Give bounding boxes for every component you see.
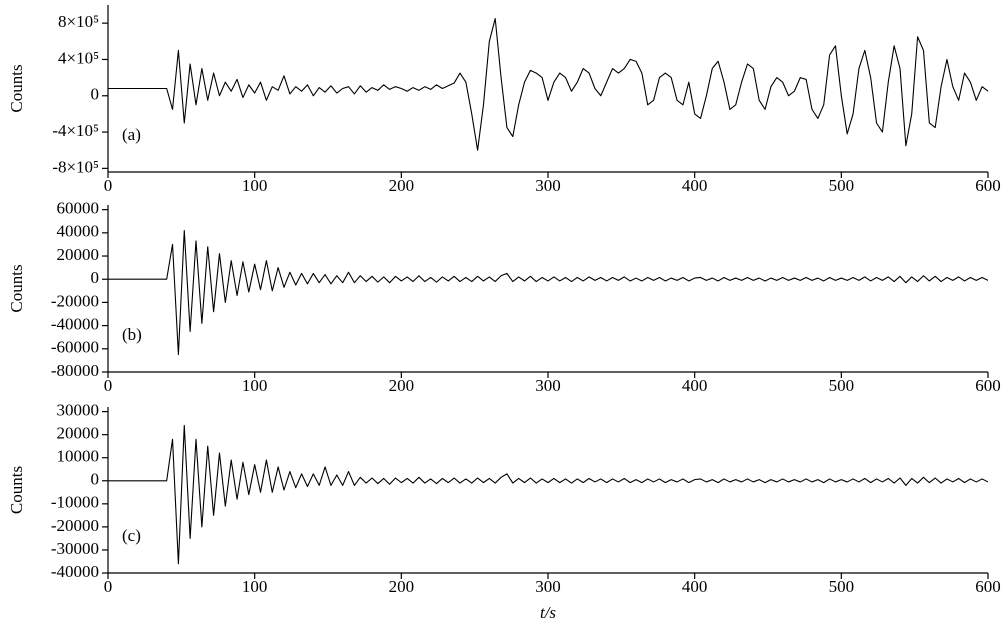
waveform: [108, 424, 989, 565]
y-tick-label: -8×10⁵: [52, 157, 99, 176]
y-tick-label: -20000: [51, 291, 99, 310]
y-tick-label: -20000: [51, 516, 99, 535]
x-tick-label: 400: [682, 176, 708, 195]
x-tick-label: 400: [682, 577, 708, 596]
x-tick-label: 400: [682, 376, 708, 395]
y-tick-label: 10000: [57, 447, 100, 466]
y-tick-label: -10000: [51, 493, 99, 512]
panel-label: (a): [122, 125, 141, 144]
y-tick-label: 0: [91, 470, 100, 489]
x-tick-label: 300: [535, 176, 561, 195]
y-tick-label: -4×10⁵: [52, 121, 99, 140]
y-tick-label: 60000: [57, 199, 100, 218]
y-tick-label: 8×10⁵: [58, 12, 99, 31]
y-axis-label: Counts: [7, 264, 26, 312]
x-tick-label: 500: [829, 577, 855, 596]
y-tick-label: 30000: [57, 401, 100, 420]
y-tick-label: -30000: [51, 539, 99, 558]
x-tick-label: 500: [829, 376, 855, 395]
panel: -8×10⁵ -4×10⁵ 0 4×10⁵ 8×10⁵ 0 100 200 300 400 500 6…: [7, 5, 1001, 195]
y-tick-label: 0: [91, 268, 100, 287]
panel-label: (c): [122, 526, 141, 545]
panel: -40000 -30000 -20000 -10000 0 10000 20000 30000…: [7, 401, 1001, 622]
x-tick-label: 100: [242, 577, 268, 596]
x-tick-label: 200: [389, 577, 415, 596]
y-tick-label: -80000: [51, 361, 99, 380]
x-tick-label: 0: [104, 176, 113, 195]
x-tick-label: 200: [389, 176, 415, 195]
x-tick-label: 300: [535, 577, 561, 596]
y-tick-label: 0: [91, 85, 100, 104]
waveform: [108, 18, 989, 151]
x-tick-label: 200: [389, 376, 415, 395]
y-tick-label: 40000: [57, 222, 100, 241]
x-tick-label: 600: [975, 577, 1001, 596]
y-tick-label: 20000: [57, 424, 100, 443]
x-tick-label: 600: [975, 176, 1001, 195]
x-tick-label: 100: [242, 176, 268, 195]
y-axis-label: Counts: [7, 64, 26, 112]
x-tick-label: 500: [829, 176, 855, 195]
panel-label: (b): [122, 325, 142, 344]
y-tick-label: -40000: [51, 562, 99, 581]
x-axis-label: t/s: [540, 603, 556, 622]
x-tick-label: 300: [535, 376, 561, 395]
x-tick-label: 0: [104, 376, 113, 395]
panel: -80000 -60000 -40000 -20000 0 20000 40000 60000…: [7, 199, 1001, 395]
waveform: [108, 229, 989, 356]
y-tick-label: -60000: [51, 338, 99, 357]
y-tick-label: 20000: [57, 245, 100, 264]
x-tick-label: 100: [242, 376, 268, 395]
y-axis-label: Counts: [7, 466, 26, 514]
x-tick-label: 600: [975, 376, 1001, 395]
y-tick-label: -40000: [51, 315, 99, 334]
x-tick-label: 0: [104, 577, 113, 596]
y-tick-label: 4×10⁵: [58, 48, 99, 67]
